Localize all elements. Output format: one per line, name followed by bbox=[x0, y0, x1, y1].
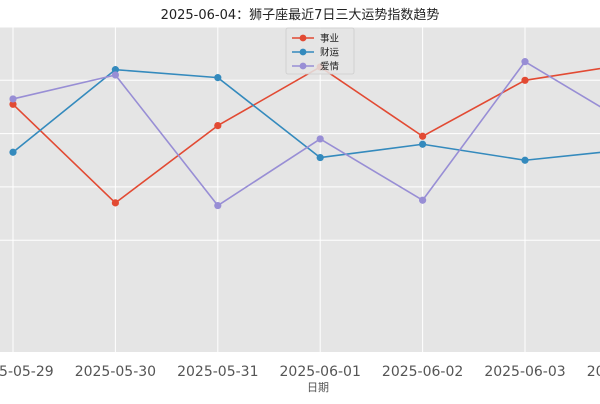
x-tick-labels: 2025-05-29 2025-05-30 2025-05-31 2025-06-01… bbox=[0, 364, 600, 380]
x-tick-label: 2025-06-03 bbox=[484, 364, 565, 380]
data-point bbox=[9, 95, 17, 103]
data-point bbox=[316, 153, 324, 162]
legend-swatch-marker bbox=[299, 62, 307, 70]
legend-swatch-marker bbox=[299, 48, 307, 56]
legend-swatch-marker bbox=[299, 34, 307, 42]
data-point bbox=[419, 140, 427, 148]
data-point bbox=[111, 66, 119, 74]
data-point bbox=[111, 71, 119, 79]
data-point bbox=[214, 74, 222, 82]
x-tick-label: 2025-05-29 bbox=[0, 364, 54, 380]
legend-label: 财运 bbox=[320, 47, 340, 59]
data-point bbox=[214, 122, 222, 130]
data-point bbox=[521, 58, 529, 66]
data-point bbox=[521, 76, 529, 84]
series-爱情 bbox=[9, 58, 600, 210]
data-point bbox=[9, 100, 17, 108]
x-tick-label: 2025-05-31 bbox=[177, 364, 258, 380]
legend-item: 爱情 bbox=[292, 61, 340, 73]
data-point bbox=[419, 196, 427, 204]
x-tick-label: 2025-06-01 bbox=[280, 364, 361, 380]
data-point bbox=[419, 132, 427, 140]
x-tick-label: 2025-06-02 bbox=[382, 364, 463, 380]
data-point bbox=[214, 201, 222, 210]
data-point bbox=[521, 156, 529, 164]
legend-item: 财运 bbox=[292, 47, 340, 59]
data-point bbox=[316, 135, 324, 143]
x-tick-label: 2025-06-04 bbox=[587, 364, 600, 380]
data-point bbox=[111, 199, 119, 207]
plot-area bbox=[0, 27, 600, 352]
x-axis-label: 日期 bbox=[307, 381, 329, 394]
series-财运 bbox=[9, 66, 600, 164]
x-tick-label: 2025-05-30 bbox=[75, 364, 156, 380]
chart-title: 2025-06-04：狮子座最近7日三大运势指数趋势 bbox=[161, 7, 440, 23]
legend-item: 事业 bbox=[292, 33, 339, 45]
legend-label: 事业 bbox=[320, 33, 339, 45]
legend-label: 爱情 bbox=[320, 61, 340, 73]
data-point bbox=[9, 148, 17, 156]
